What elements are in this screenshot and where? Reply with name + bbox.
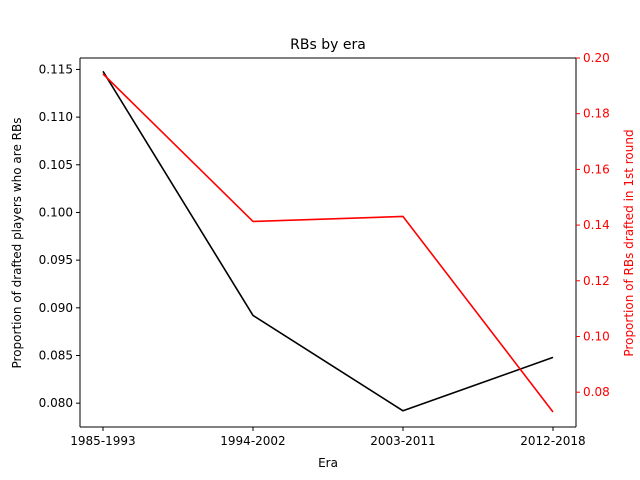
- x-tick-label: 1985-1993: [70, 434, 135, 448]
- y-left-tick-label: 0.110: [39, 110, 73, 124]
- y-left-tick-label: 0.100: [39, 205, 73, 219]
- x-axis-label: Era: [318, 456, 338, 470]
- x-tick-label: 2012-2018: [520, 434, 585, 448]
- y-right-tick-label: 0.18: [583, 107, 610, 121]
- series-line-right: [102, 73, 554, 413]
- y-right-tick-label: 0.10: [583, 329, 610, 343]
- y-left-tick-label: 0.085: [39, 348, 73, 362]
- y-left-tick-label: 0.105: [39, 158, 73, 172]
- y-axis-right-label: Proportion of RBs drafted in 1st round: [622, 129, 636, 356]
- y-left-tick-label: 0.080: [39, 396, 73, 410]
- chart-title: RBs by era: [290, 37, 366, 53]
- x-tick-label: 2003-2011: [370, 434, 435, 448]
- y-right-tick-label: 0.16: [583, 162, 610, 176]
- y-right-tick-label: 0.12: [583, 274, 610, 288]
- y-left-tick-label: 0.095: [39, 253, 73, 267]
- y-right-tick-label: 0.08: [583, 385, 610, 399]
- y-left-tick-label: 0.090: [39, 301, 73, 315]
- y-left-tick-label: 0.115: [39, 62, 73, 76]
- y-right-tick-label: 0.14: [583, 218, 610, 232]
- plot-area: 1985-1993 1994-2002 2003-2011 2012-2018 0.08…: [39, 51, 610, 448]
- y-axis-left-label: Proportion of drafted players who are RB…: [10, 118, 24, 369]
- series-line-left: [102, 70, 554, 412]
- x-tick-label: 1994-2002: [220, 434, 285, 448]
- y-right-tick-label: 0.20: [583, 51, 610, 65]
